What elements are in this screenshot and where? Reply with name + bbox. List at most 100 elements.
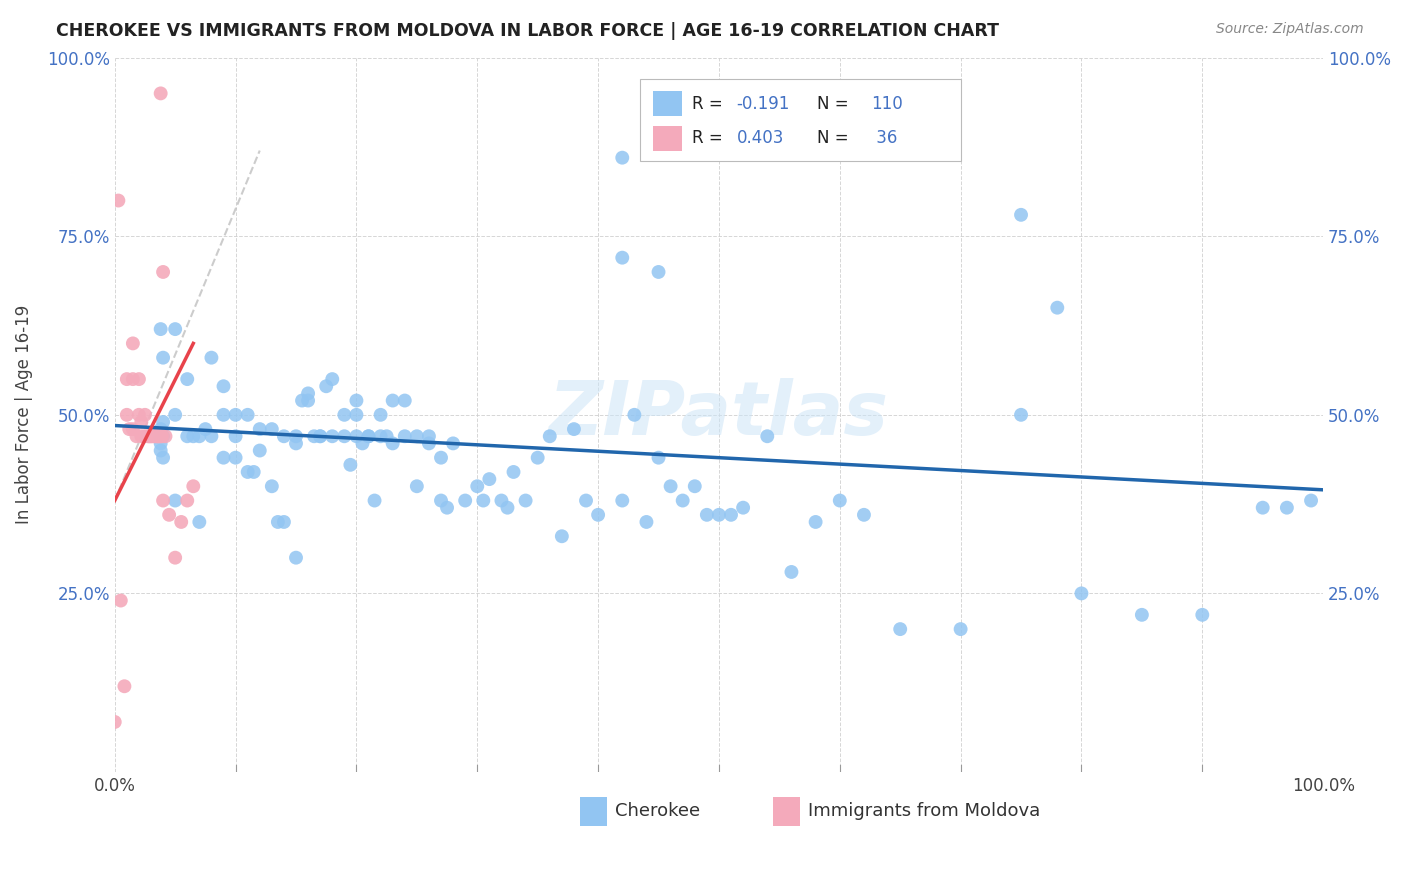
Point [128,408,150,422]
Point [188,429,211,443]
Point [1046,301,1069,315]
Point [333,429,356,443]
Point [780,565,803,579]
Point [683,479,706,493]
Point [357,429,380,443]
FancyBboxPatch shape [654,126,682,151]
Point [363,493,385,508]
Point [515,493,537,508]
Point [612,151,634,165]
Point [157,508,180,522]
Point [465,479,488,493]
Point [150,429,173,443]
Point [273,515,295,529]
Point [139,429,162,443]
Point [149,429,172,443]
Text: R =: R = [692,95,728,112]
Point [152,493,174,508]
Text: Source: ZipAtlas.com: Source: ZipAtlas.com [1216,22,1364,37]
Point [152,265,174,279]
Point [394,429,416,443]
Point [152,351,174,365]
Point [346,429,368,443]
Point [647,265,669,279]
Point [394,393,416,408]
Point [285,429,308,443]
Point [267,515,290,529]
Point [586,508,609,522]
Point [309,429,332,443]
Point [647,450,669,465]
Point [225,408,247,422]
Point [165,408,187,422]
Point [636,515,658,529]
Point [165,550,187,565]
Point [478,472,501,486]
Point [134,429,156,443]
Point [148,429,170,443]
Point [672,493,695,508]
Text: Immigrants from Moldova: Immigrants from Moldova [808,802,1040,821]
Point [149,429,172,443]
Point [1299,493,1322,508]
Point [538,429,561,443]
Point [551,529,574,543]
Point [125,429,148,443]
Point [176,493,198,508]
FancyBboxPatch shape [773,797,800,825]
Point [491,493,513,508]
Point [1070,586,1092,600]
Point [441,436,464,450]
Point [176,372,198,386]
Point [352,436,374,450]
Point [526,450,548,465]
Point [562,422,585,436]
Point [405,479,427,493]
Point [707,508,730,522]
Point [149,322,172,336]
Point [200,429,222,443]
Point [149,422,172,436]
Point [152,415,174,429]
Point [115,408,138,422]
Point [143,429,166,443]
Point [149,436,172,450]
Point [200,351,222,365]
Point [122,372,145,386]
Text: -0.191: -0.191 [737,95,790,112]
Point [321,429,343,443]
Y-axis label: In Labor Force | Age 16-19: In Labor Force | Age 16-19 [15,305,32,524]
Point [381,393,404,408]
Point [146,429,169,443]
Point [889,622,911,636]
Point [333,408,356,422]
Point [128,372,150,386]
Point [188,515,211,529]
Point [370,429,392,443]
Point [659,479,682,493]
Point [346,408,368,422]
Point [733,500,755,515]
Point [118,422,141,436]
Point [430,493,453,508]
Point [152,429,174,443]
Point [212,450,235,465]
Point [273,429,295,443]
Text: N =: N = [817,129,853,147]
Point [122,422,145,436]
Point [1275,500,1298,515]
Point [696,508,718,522]
Point [357,429,380,443]
Point [146,429,169,443]
Point [212,408,235,422]
Point [115,372,138,386]
Point [1251,500,1274,515]
Point [110,593,132,607]
Point [297,393,319,408]
Point [302,429,325,443]
Point [804,515,827,529]
Point [170,515,193,529]
FancyBboxPatch shape [581,797,606,825]
Point [285,436,308,450]
Point [436,500,458,515]
